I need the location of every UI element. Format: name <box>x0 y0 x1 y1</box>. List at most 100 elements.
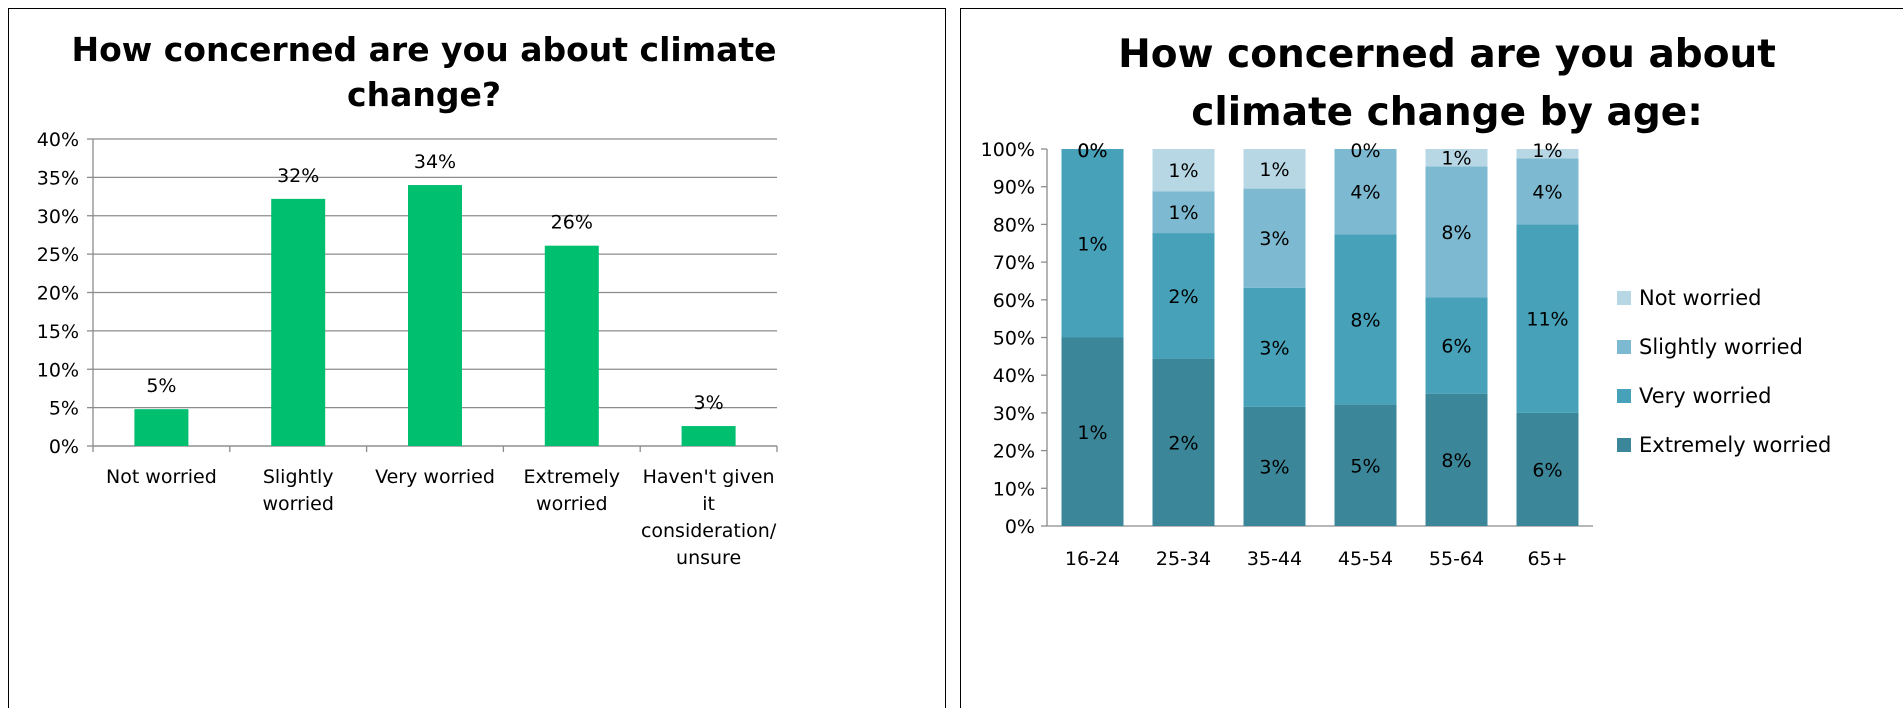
y-tick-label: 0% <box>49 436 79 458</box>
bar-segment-3-5 <box>1516 149 1579 159</box>
y-tick-label: 100% <box>981 139 1035 161</box>
x-tick-label: 16-24 <box>1065 548 1120 570</box>
legend-swatch <box>1617 389 1631 403</box>
y-tick-label: 10% <box>37 359 79 381</box>
data-label: 6% <box>1532 459 1562 481</box>
data-label: 8% <box>1350 309 1380 331</box>
data-label: 11% <box>1526 309 1568 331</box>
y-tick-label: 30% <box>993 403 1035 425</box>
y-tick-label: 80% <box>993 214 1035 236</box>
data-label: 3% <box>1259 456 1289 478</box>
data-label: 1% <box>1168 202 1198 224</box>
bar-segment-0-4 <box>1425 393 1488 526</box>
data-label: 6% <box>1441 336 1471 358</box>
x-tick-label: consideration/ <box>641 520 777 542</box>
bar-segment-3-1 <box>1152 149 1215 192</box>
bar-segment-2-2 <box>1243 188 1306 288</box>
legend-label: Very worried <box>1639 384 1771 408</box>
data-label: 1% <box>1259 159 1289 181</box>
bar-4 <box>681 426 736 446</box>
bar-segment-3-4 <box>1425 149 1488 167</box>
bar-2 <box>408 185 462 447</box>
bar-segment-0-1 <box>1152 358 1215 526</box>
bar-segment-0-0 <box>1061 337 1124 526</box>
bar-segment-2-4 <box>1425 166 1488 298</box>
y-tick-label: 40% <box>37 129 79 151</box>
legend: Not worried Slightly worried Very worried E… <box>1617 286 1831 457</box>
data-label: 4% <box>1532 181 1562 203</box>
x-tick-label: Very worried <box>375 466 495 488</box>
bar-0 <box>134 409 189 446</box>
y-tick-label: 90% <box>993 177 1035 199</box>
x-tick-label: 25-34 <box>1156 548 1211 570</box>
data-label: 26% <box>551 212 593 234</box>
x-tick-label: worried <box>536 493 607 515</box>
overall-concern-chart: How concerned are you about climate chan… <box>37 30 778 569</box>
legend-label: Extremely worried <box>1639 433 1831 457</box>
y-tick-label: 10% <box>993 478 1035 500</box>
legend-label: Not worried <box>1639 286 1761 310</box>
data-label: 0% <box>1077 140 1107 162</box>
y-tick-label: 35% <box>37 167 79 189</box>
y-tick-label: 70% <box>993 252 1035 274</box>
data-label: 1% <box>1077 422 1107 444</box>
data-label: 1% <box>1077 233 1107 255</box>
data-label: 32% <box>277 165 319 187</box>
data-label: 4% <box>1350 182 1380 204</box>
y-tick-label: 20% <box>993 441 1035 463</box>
x-tick-label: 35-44 <box>1247 548 1302 570</box>
y-tick-label: 50% <box>993 328 1035 350</box>
bar-segment-2-3 <box>1334 149 1397 235</box>
concern-by-age-chart: How concerned are you about climate chan… <box>981 32 1832 570</box>
data-label: 3% <box>1259 337 1289 359</box>
legend-label: Slightly worried <box>1639 335 1803 359</box>
data-label: 1% <box>1532 140 1562 162</box>
data-label: 0% <box>1077 140 1107 162</box>
bar-segment-1-2 <box>1243 287 1306 407</box>
chart-title-line-2: climate change by age: <box>1191 90 1703 135</box>
bar-segment-3-2 <box>1243 149 1306 189</box>
data-label: 5% <box>146 375 176 397</box>
x-tick-label: unsure <box>676 547 741 569</box>
bar-segment-1-4 <box>1425 297 1488 394</box>
x-tick-label: 45-54 <box>1338 548 1393 570</box>
y-tick-label: 20% <box>37 283 79 305</box>
data-label: 1% <box>1441 148 1471 170</box>
bar-segment-1-0 <box>1061 149 1124 338</box>
bar-segment-1-5 <box>1516 224 1579 413</box>
x-tick-label: Slightly <box>263 466 334 488</box>
data-label: 3% <box>1259 228 1289 250</box>
data-label: 0% <box>1350 140 1380 162</box>
y-tick-label: 0% <box>1005 516 1035 538</box>
y-tick-label: 40% <box>993 365 1035 387</box>
bar-segment-2-1 <box>1152 191 1215 234</box>
bar-segment-0-5 <box>1516 412 1579 526</box>
chart-panel-by-age: How concerned are you about climate chan… <box>960 8 1903 708</box>
data-label: 2% <box>1168 432 1198 454</box>
data-label: 1% <box>1168 160 1198 182</box>
data-label: 2% <box>1168 286 1198 308</box>
legend-swatch <box>1617 291 1631 305</box>
data-label: 5% <box>1350 455 1380 477</box>
y-tick-label: 60% <box>993 290 1035 312</box>
data-label: 3% <box>694 392 724 414</box>
bar-segment-2-5 <box>1516 158 1579 225</box>
legend-swatch <box>1617 438 1631 452</box>
x-tick-label: Haven't given <box>643 466 775 488</box>
y-tick-label: 15% <box>37 321 79 343</box>
bar-segment-1-3 <box>1334 234 1397 405</box>
x-tick-label: Not worried <box>106 466 217 488</box>
data-label: 8% <box>1441 450 1471 472</box>
x-tick-label: Extremely <box>524 466 621 488</box>
y-tick-label: 5% <box>49 398 79 420</box>
chart-title-line-1: How concerned are you about climate <box>71 30 776 69</box>
x-tick-label: worried <box>262 493 333 515</box>
y-tick-label: 25% <box>37 244 79 266</box>
bar-1 <box>271 198 326 446</box>
x-tick-label: 55-64 <box>1429 548 1484 570</box>
bar-segment-0-2 <box>1243 406 1306 526</box>
bar-3 <box>544 245 599 446</box>
data-label: 34% <box>414 151 456 173</box>
x-tick-label: it <box>702 493 715 515</box>
chart-title-line-1: How concerned are you about <box>1118 32 1776 77</box>
